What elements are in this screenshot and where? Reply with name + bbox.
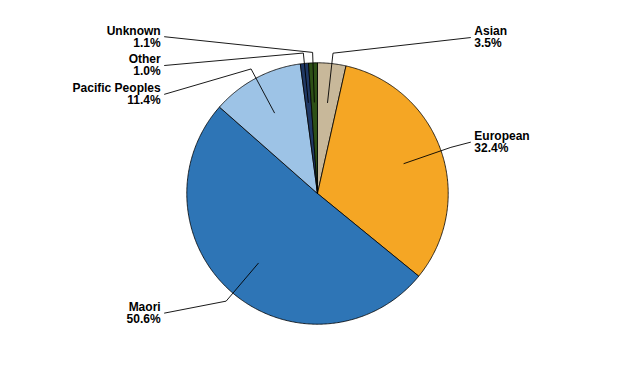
svg-text:Pacific Peoples11.4%: Pacific Peoples11.4% xyxy=(73,81,161,107)
svg-text:Maori50.6%: Maori50.6% xyxy=(127,300,161,326)
svg-text:Asian3.5%: Asian3.5% xyxy=(474,24,507,50)
svg-text:Other1.0%: Other1.0% xyxy=(129,52,161,78)
svg-text:European32.4%: European32.4% xyxy=(474,129,529,155)
svg-text:Unknown1.1%: Unknown1.1% xyxy=(107,24,161,50)
